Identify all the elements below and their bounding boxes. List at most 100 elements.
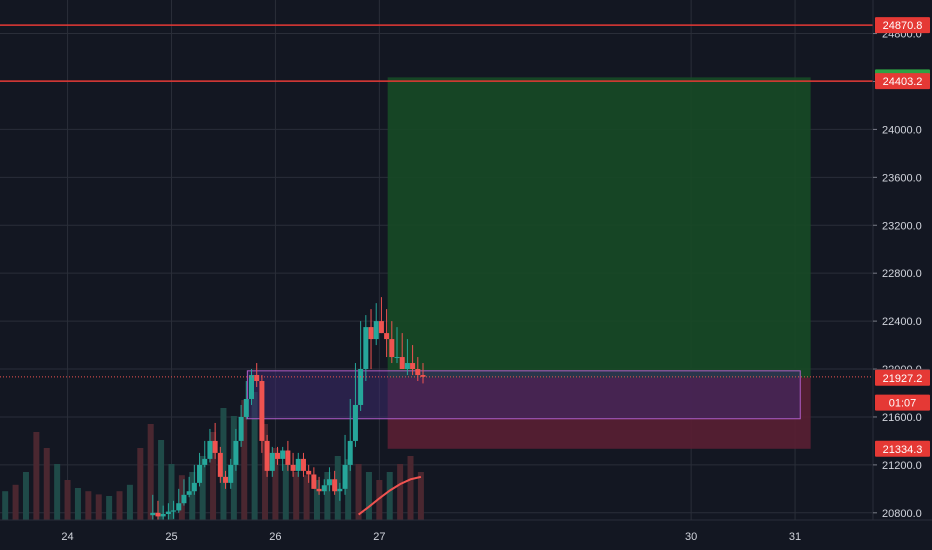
volume-bar [12,484,19,520]
support-zone-rectangle[interactable] [246,370,801,420]
time-tick-label: 30 [685,531,697,543]
candle [363,315,369,382]
candle [228,458,234,489]
price-label-bg [875,73,930,90]
countdown-label-text: 01:07 [889,398,917,410]
candle [352,363,358,447]
candle-body [311,474,317,489]
candle [217,446,223,483]
volume-bar [272,448,279,520]
candle [264,434,270,477]
price-label: 24870.8 [875,17,930,34]
candle-body [321,485,327,492]
candle [186,476,192,498]
countdown-label: 01:07 [875,394,930,411]
candle [176,488,182,513]
candle [399,333,405,370]
candle-body [404,363,410,370]
volume-bar [54,464,61,520]
price-label-bg [875,440,930,457]
candle-body [243,398,249,417]
candle-body [217,452,223,477]
candle [238,404,244,447]
candle-body [394,357,400,359]
candle [342,434,348,495]
price-label-text: 24870.8 [883,20,923,32]
candle-body [259,381,265,441]
volume-bar [262,424,269,520]
candle [311,467,317,489]
candle [332,470,338,495]
candle-body [238,416,244,441]
volume-bar [417,472,424,520]
candle-body [373,321,379,340]
volume-bar [137,448,144,520]
candle-body [358,369,364,405]
candle-body [207,440,213,459]
candle-body [191,482,197,492]
candle [326,467,332,492]
candle [274,446,280,465]
candle-body [165,511,171,515]
candle [171,500,177,519]
candle-body [300,458,306,471]
candle [295,452,301,477]
candle [321,479,327,495]
candle-body [155,512,161,517]
volume-bar [220,408,227,520]
time-tick-label: 27 [373,531,385,543]
volume-bar [95,494,102,520]
volume-bar [251,392,258,520]
time-axis-ticks: 24 25 26 27 30 31 [61,531,801,543]
volume-bar [168,464,175,520]
price-label-text: 21927.2 [883,373,923,385]
profit-zone [387,77,811,378]
candle-body [264,440,270,471]
candle-body [316,488,322,492]
price-tick-label: 24000.0 [882,124,922,136]
candle-body [269,452,275,471]
candle [368,309,374,370]
price-tick-label: 23200.0 [882,220,922,232]
candle-body [420,375,426,377]
candle-body [197,464,203,483]
volume-bar [126,484,133,520]
candle [285,440,291,471]
candle-body [326,479,332,486]
candle-body [254,375,260,382]
volume-bar [386,472,393,520]
candle [347,398,353,471]
candle-body [295,458,301,471]
volume-bar [407,456,414,520]
candle-body [150,512,156,516]
candle [269,446,275,477]
volume-bar [376,480,383,520]
volume-bar [147,424,154,520]
price-tick-label: 23600.0 [882,172,922,184]
volume-bar [293,472,300,520]
volume-bar [158,440,165,520]
price-axis-labels: 24870.824434.324403.221935.021927.221334… [875,17,930,457]
candle-body [202,458,208,465]
candle-body [223,476,229,483]
candle-body [347,440,353,465]
moving-average-line [357,475,422,516]
candle [389,321,395,364]
candle [384,309,390,358]
zone-rectangle [246,370,801,420]
candle [259,375,265,453]
candle-body [285,450,291,465]
candle-body [249,375,255,399]
candle-body [399,357,405,370]
candle-body [290,464,296,471]
candle [223,470,229,489]
candle [280,446,286,471]
horizontal-lines[interactable] [0,24,873,378]
candle [197,452,203,487]
countdown-label-bg [875,394,930,411]
candle [306,464,312,483]
time-axis-background[interactable] [0,520,932,550]
candle-body [306,470,312,475]
candle [254,363,260,388]
